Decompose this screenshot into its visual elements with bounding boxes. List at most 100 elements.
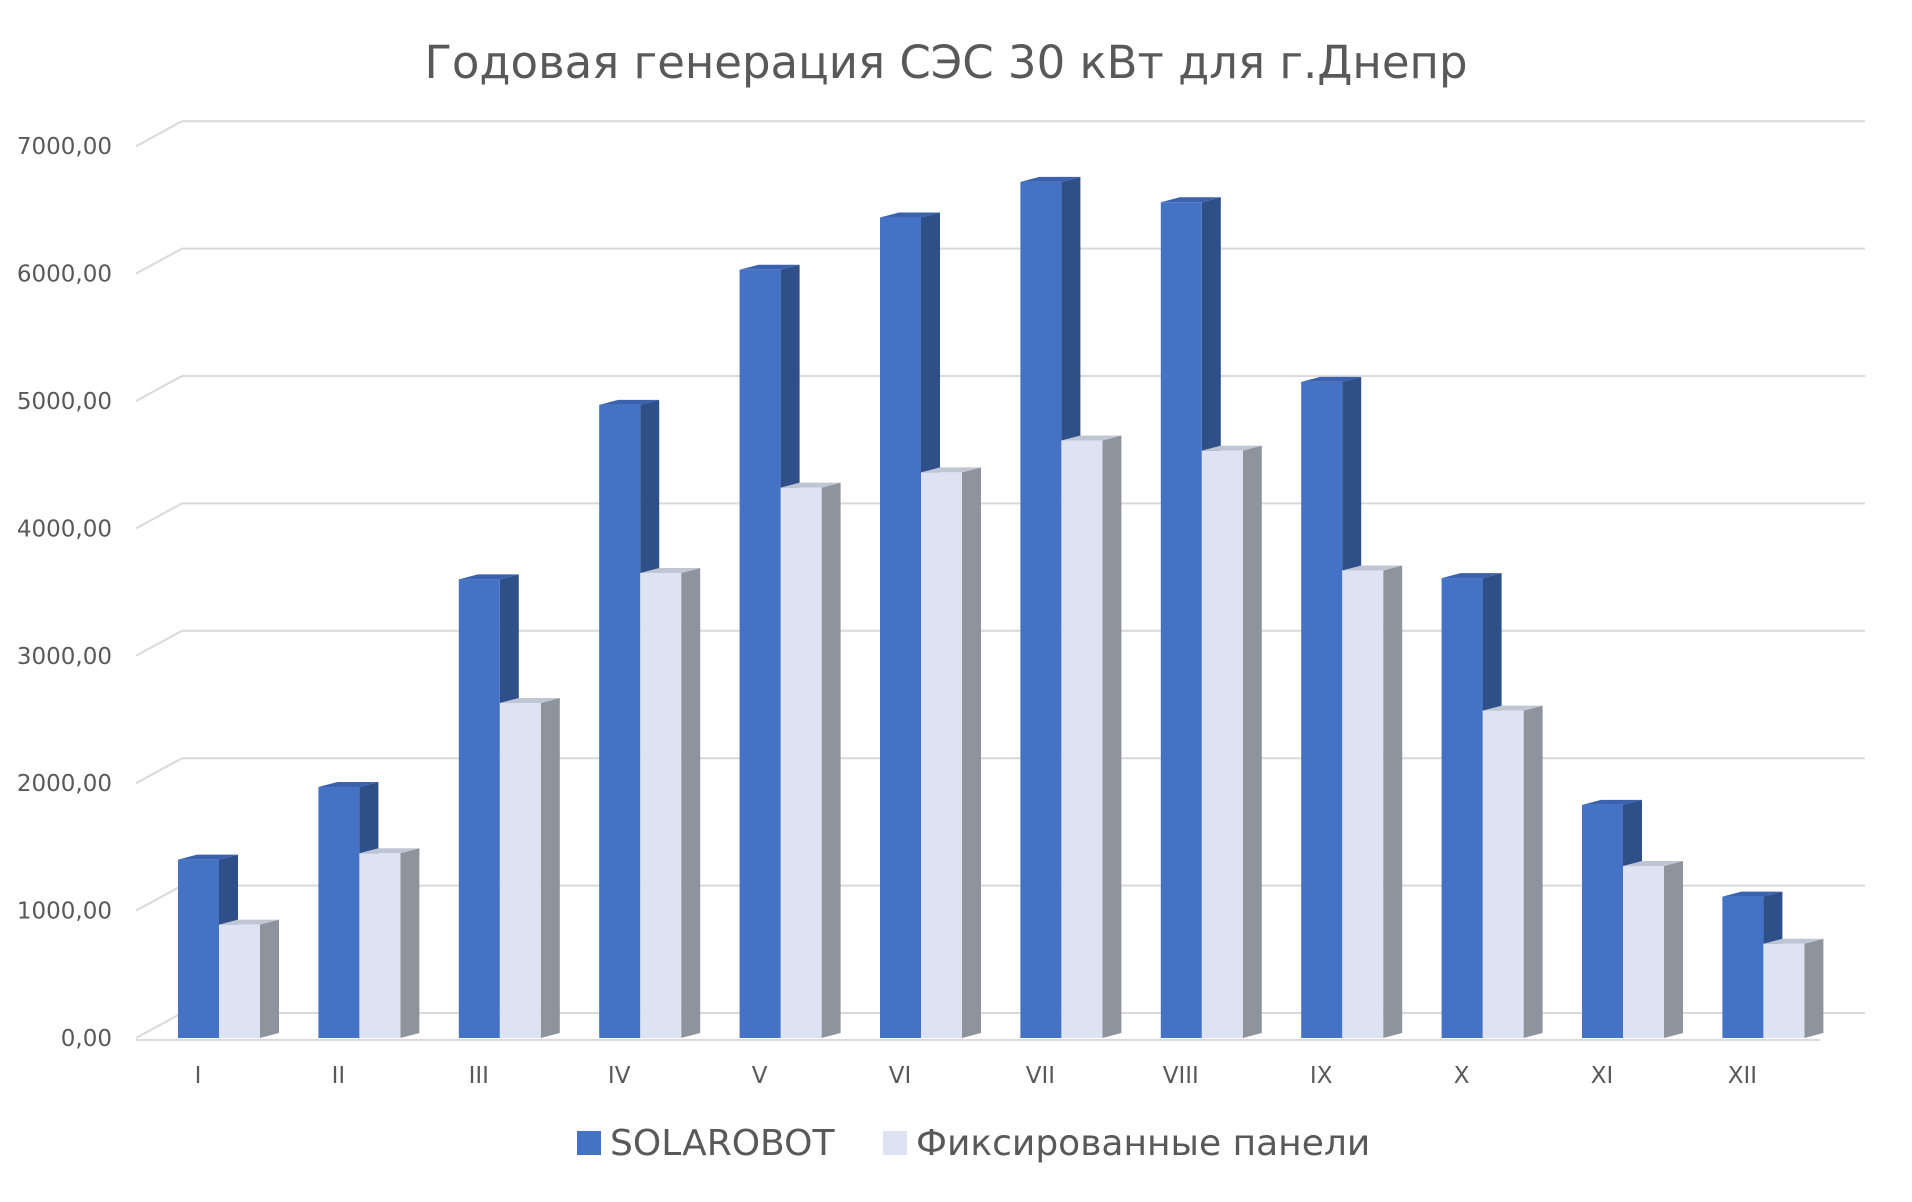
bar-top [1441, 573, 1502, 579]
bar [1441, 578, 1483, 1038]
bar [219, 924, 260, 1038]
bar-group [921, 467, 981, 1038]
bar-side [681, 567, 701, 1038]
y-tick-label: 5000,00 [17, 389, 112, 415]
y-tick-label: 3000,00 [17, 644, 112, 670]
bar-side [1242, 445, 1262, 1038]
bar [359, 853, 401, 1038]
bar-group [780, 482, 841, 1039]
legend: SOLAROBOT Фиксированные панели [577, 1123, 1370, 1164]
bar-side [1804, 938, 1824, 1038]
bar [1763, 943, 1805, 1038]
chart-title: Годовая генерация СЭС 30 кВт для г.Днепр [424, 36, 1467, 89]
bar [640, 572, 682, 1038]
bar-top [739, 264, 800, 270]
bar [1623, 866, 1664, 1038]
bar-top [599, 399, 660, 405]
bar-top [1763, 938, 1824, 944]
bar-group [219, 919, 279, 1038]
legend-swatch [883, 1131, 907, 1155]
gridline-depth [135, 120, 183, 148]
bar [780, 487, 822, 1039]
bar-side [1664, 861, 1683, 1038]
bar [458, 579, 500, 1038]
bar-side [1523, 705, 1543, 1038]
bar-top [640, 567, 701, 573]
bar-top [1582, 799, 1642, 805]
x-tick-label: III [469, 1063, 489, 1089]
bar-side [1383, 565, 1403, 1038]
x-tick-label: VIII [1163, 1063, 1199, 1089]
bar [1020, 181, 1062, 1038]
gridline-depth [135, 375, 183, 402]
bar-top [1160, 197, 1221, 203]
x-tick-label: VI [889, 1063, 912, 1089]
bar-group [359, 848, 420, 1038]
y-tick-label: 6000,00 [17, 262, 112, 288]
bar-top [1623, 861, 1683, 867]
bar-group [1061, 435, 1122, 1038]
bar-top [178, 854, 238, 860]
x-tick-label: XII [1728, 1063, 1757, 1089]
bar [1722, 896, 1764, 1038]
bar-group [1201, 445, 1262, 1038]
bars [178, 176, 1824, 1039]
bar-top [880, 212, 940, 218]
gridline-depth [135, 1012, 183, 1039]
gridline-depth [135, 247, 183, 275]
bar [1582, 804, 1623, 1038]
legend-item: Фиксированные панели [883, 1123, 1370, 1164]
bar-top [780, 482, 841, 488]
axes: 0,00 1000,00 2000,00 3000,00 4000,00 5000,00 6… [17, 134, 1820, 1089]
bar [739, 269, 781, 1038]
gridline-depth [135, 629, 183, 657]
bar [1160, 202, 1202, 1039]
y-tick-label: 4000,00 [17, 516, 112, 542]
bar [599, 404, 641, 1038]
bar-group [1623, 861, 1683, 1038]
bar-top [1201, 445, 1262, 451]
bar [1482, 710, 1524, 1038]
bar [1301, 381, 1343, 1038]
bar-group [499, 697, 560, 1038]
x-tick-label: VII [1026, 1063, 1055, 1089]
bar [1201, 450, 1243, 1038]
bar-side [821, 482, 841, 1039]
bar-group [1342, 565, 1403, 1038]
legend-item: SOLAROBOT [577, 1123, 835, 1164]
bar-top [1722, 891, 1783, 897]
bar-top [359, 848, 420, 854]
bar [1061, 440, 1103, 1038]
bar [499, 702, 541, 1038]
x-tick-label: XI [1591, 1063, 1614, 1089]
gridline-depth [135, 502, 183, 530]
bar-top [1020, 176, 1081, 182]
bar-top [458, 574, 519, 580]
bar-top [1342, 565, 1403, 571]
x-tick-label: IV [608, 1063, 631, 1089]
bar-top [1301, 376, 1362, 382]
legend-swatch [577, 1131, 601, 1155]
gridline-depth [135, 757, 183, 785]
bar-group [1482, 705, 1543, 1038]
x-tick-label: IX [1310, 1063, 1333, 1089]
bar-side [260, 919, 279, 1038]
x-tick-label: V [752, 1063, 768, 1089]
bar-side [962, 467, 981, 1038]
bar [921, 472, 962, 1038]
gridline-depth [135, 884, 183, 912]
bar-top [1061, 435, 1122, 441]
bar [318, 787, 360, 1038]
bar [178, 859, 219, 1038]
y-tick-label: 1000,00 [17, 899, 112, 925]
bar-group [1763, 938, 1824, 1038]
bar-top [1482, 705, 1543, 711]
legend-label: Фиксированные панели [916, 1123, 1370, 1164]
bar [880, 217, 921, 1038]
y-tick-label: 7000,00 [17, 134, 112, 160]
bar [1342, 570, 1384, 1038]
bar-side [540, 697, 560, 1038]
y-tick-label: 0,00 [61, 1026, 112, 1052]
